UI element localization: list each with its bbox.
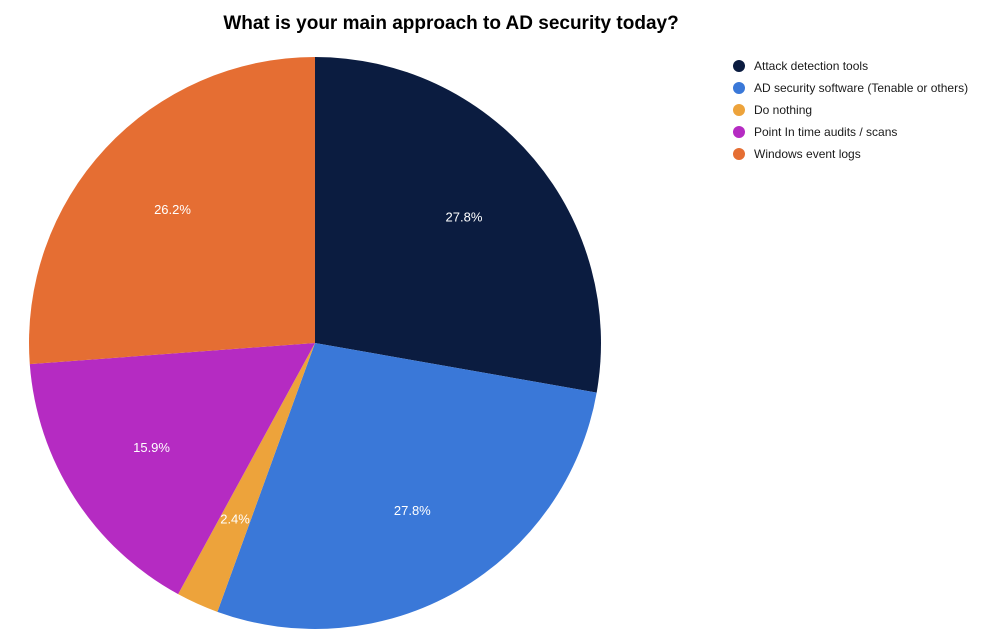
legend-label-4: Windows event logs — [754, 147, 861, 161]
legend-item-3: Point In time audits / scans — [733, 121, 968, 143]
pie-slice-labels: 27.8% 27.8% 2.4% 15.9% 26.2% — [133, 202, 483, 527]
legend-label-1: AD security software (Tenable or others) — [754, 81, 969, 95]
legend-item-4: Windows event logs — [733, 143, 968, 165]
pie-slice-label-3: 15.9% — [133, 440, 170, 455]
pie-slices — [28, 57, 601, 630]
pie-slice-1 — [217, 343, 597, 630]
pie-slice-0 — [315, 57, 601, 393]
pie-slice-3 — [29, 343, 315, 595]
legend-label-0: Attack detection tools — [754, 59, 869, 73]
legend-swatch-3 — [733, 126, 745, 138]
legend-item-1: AD security software (Tenable or others) — [733, 77, 968, 99]
legend-item-0: Attack detection tools — [733, 55, 968, 77]
legend-swatch-1 — [733, 82, 745, 94]
legend-swatch-2 — [733, 104, 745, 116]
pie-slice-label-1: 27.8% — [394, 503, 431, 518]
pie-slice-4 — [28, 57, 315, 365]
pie-slice-label-4: 26.2% — [154, 202, 191, 217]
pie-slice-label-0: 27.8% — [446, 209, 483, 224]
legend-label-2: Do nothing — [754, 103, 813, 117]
legend-item-2: Do nothing — [733, 99, 968, 121]
pie-slice-label-2: 2.4% — [220, 512, 250, 527]
legend-swatch-0 — [733, 60, 745, 72]
legend-label-3: Point In time audits / scans — [754, 125, 898, 139]
chart-legend: Attack detection tools AD security softwa… — [733, 55, 968, 165]
chart-title: What is your main approach to AD securit… — [223, 13, 679, 34]
legend-swatch-4 — [733, 148, 745, 160]
pie-slice-2 — [178, 343, 315, 612]
